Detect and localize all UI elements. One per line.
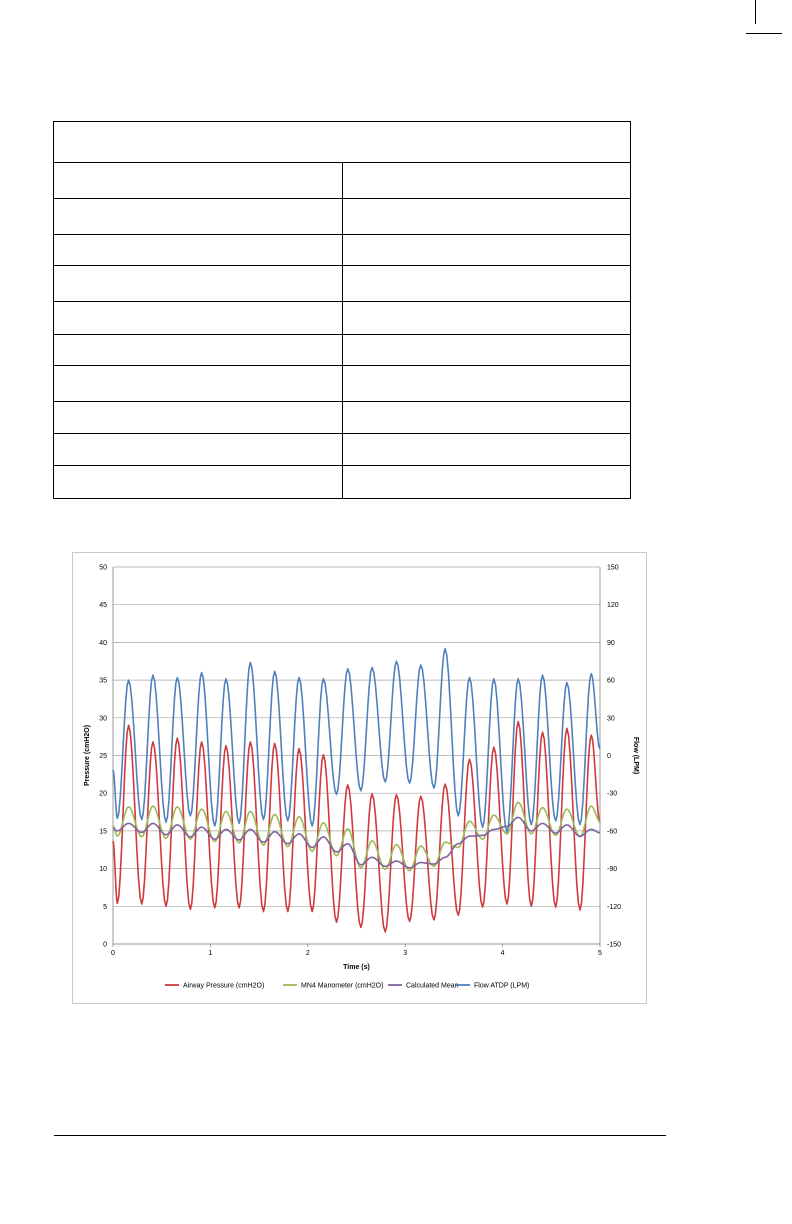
table-row — [53, 265, 631, 302]
table-cell — [53, 334, 343, 366]
crop-mark-horizontal — [746, 33, 782, 34]
legend-label: Airway Pressure (cmH2O) — [183, 983, 264, 990]
table-row — [53, 198, 631, 235]
footer-rule — [54, 1135, 666, 1136]
y2-tick-label: -120 — [607, 904, 621, 911]
x-tick-label: 1 — [208, 950, 212, 957]
table-cell — [53, 465, 343, 499]
y2-tick-label: 0 — [607, 753, 611, 760]
table-cell — [53, 301, 343, 335]
table-cell — [53, 433, 343, 466]
y-tick-label: 35 — [99, 678, 107, 685]
table-row — [53, 162, 631, 199]
table-row — [53, 433, 631, 466]
y2-tick-label: -30 — [607, 791, 617, 798]
table-title-row — [53, 121, 631, 163]
table-cell — [341, 301, 631, 335]
table-cell — [53, 234, 343, 266]
legend-label: Calculated Mean — [406, 983, 459, 990]
y2-tick-label: -60 — [607, 828, 617, 835]
legend: Airway Pressure (cmH2O) MN4 Manometer (cm… — [165, 983, 529, 990]
y-tick-label: 0 — [103, 942, 107, 949]
axes: 05101520253035404550-150-120-90-60-30030… — [84, 565, 639, 972]
y2-tick-label: -90 — [607, 866, 617, 873]
y2-tick-label: 60 — [607, 678, 615, 685]
y-tick-label: 40 — [99, 640, 107, 647]
legend-label: Flow ATDP (LPM) — [474, 983, 529, 990]
x-axis-title: Time (s) — [343, 964, 370, 971]
y-tick-label: 30 — [99, 715, 107, 722]
table-row — [53, 401, 631, 434]
y2-tick-label: 120 — [607, 602, 619, 609]
y-tick-label: 45 — [99, 602, 107, 609]
table-cell — [341, 234, 631, 266]
table-cell — [341, 162, 631, 199]
table-cell — [341, 334, 631, 366]
y2-tick-label: 150 — [607, 565, 619, 572]
x-tick-label: 2 — [306, 950, 310, 957]
crop-mark-vertical — [755, 0, 756, 24]
y-tick-label: 15 — [99, 828, 107, 835]
chart-frame: 0 5 10 15 20 25 30 35 40 45 50 -150 -120 -90 -60 -30 0 30… — [72, 552, 647, 1004]
y-tick-label: 50 — [99, 565, 107, 572]
table-row — [53, 234, 631, 266]
y-tick-label: 10 — [99, 866, 107, 873]
table-cell — [341, 401, 631, 434]
table-cell — [341, 465, 631, 499]
y2-tick-label: 30 — [607, 715, 615, 722]
y-tick-label: 20 — [99, 791, 107, 798]
y-tick-label: 25 — [99, 753, 107, 760]
table-row — [53, 334, 631, 366]
table-row — [53, 465, 631, 499]
table-title-cell — [53, 121, 631, 163]
x-tick-label: 4 — [501, 950, 505, 957]
table-cell — [341, 433, 631, 466]
table-cell — [53, 162, 343, 199]
table-cell — [53, 365, 343, 402]
series-line-3 — [112, 647, 601, 833]
table-row — [53, 301, 631, 335]
table-cell — [53, 198, 343, 235]
table-cell — [341, 265, 631, 302]
x-tick-label: 5 — [598, 950, 602, 957]
y2-axis-title: Flow (LPM) — [632, 737, 639, 774]
line-chart: 05101520253035404550-150-120-90-60-30030… — [84, 565, 639, 990]
data-table — [53, 121, 631, 499]
table-cell — [53, 265, 343, 302]
x-tick-label: 3 — [403, 950, 407, 957]
series-line-2 — [112, 816, 601, 869]
x-tick-label: 0 — [111, 950, 115, 957]
table-row — [53, 365, 631, 402]
y2-tick-label: -150 — [607, 942, 621, 949]
legend-label: MN4 Manometer (cmH2O) — [301, 983, 383, 990]
y2-tick-label: 90 — [607, 640, 615, 647]
table-cell — [341, 365, 631, 402]
table-cell — [341, 198, 631, 235]
table-cell — [53, 401, 343, 434]
y-axis-title: Pressure (cmH2O) — [84, 725, 91, 786]
y-tick-label: 5 — [103, 904, 107, 911]
series-lines — [112, 647, 601, 933]
